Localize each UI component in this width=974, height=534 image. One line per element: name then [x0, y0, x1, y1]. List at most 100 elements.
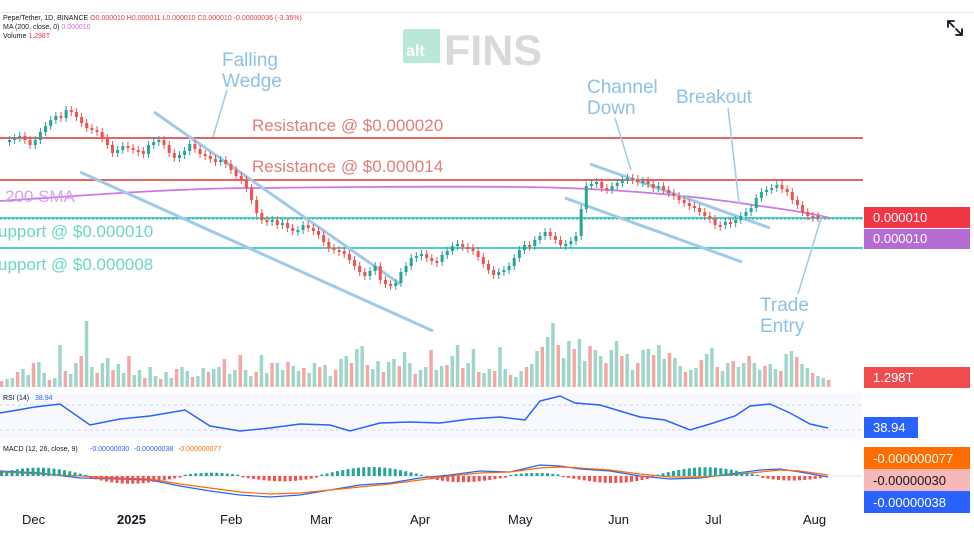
- x-label-mar: Mar: [310, 512, 333, 527]
- macd-hist-bar: [724, 468, 728, 476]
- volume-bar: [21, 369, 25, 387]
- candle-body: [765, 190, 769, 192]
- candle-body: [260, 213, 264, 220]
- volume-bar: [477, 372, 481, 387]
- candle-body: [713, 219, 717, 225]
- volume-bar: [662, 359, 666, 387]
- candle-body: [255, 200, 259, 213]
- candle-body: [414, 256, 418, 258]
- volume-bar: [333, 370, 338, 387]
- volume-bar: [275, 363, 280, 387]
- candle-body: [476, 251, 480, 257]
- x-label-may: May: [508, 512, 533, 527]
- candle-body: [404, 266, 408, 272]
- candle-body: [394, 283, 398, 286]
- macd-hist-bar: [530, 473, 534, 476]
- volume-bar: [143, 378, 147, 387]
- top-separator: [0, 12, 974, 13]
- x-label-2025: 2025: [117, 512, 146, 527]
- volume-bar: [74, 363, 78, 387]
- macd-hist-bar: [645, 476, 649, 479]
- candle-body: [584, 186, 588, 209]
- candle-body: [105, 138, 109, 145]
- macd-hist-bar: [5, 471, 9, 476]
- macd-hist-bar: [147, 476, 150, 483]
- volume-bar: [201, 368, 205, 387]
- macd-hist-bar: [168, 476, 171, 480]
- candle-body: [229, 164, 233, 170]
- macd-label: MACD (12, 26, close, 9): [3, 446, 78, 453]
- macd-hist-bar: [698, 467, 702, 476]
- macd-hist-bar: [666, 472, 670, 476]
- volume-bar: [683, 372, 688, 387]
- macd-hist-bar: [598, 476, 602, 483]
- volume-bar: [561, 358, 566, 387]
- macd-hist-bar: [304, 476, 308, 480]
- candle-body: [569, 241, 573, 244]
- macd-hist-bar: [189, 474, 192, 476]
- macd-hist-bar: [110, 476, 114, 483]
- macd-hist-bar: [63, 470, 66, 476]
- macd-hist-bar: [777, 476, 780, 480]
- volume-bar: [413, 374, 417, 387]
- candle-body: [270, 220, 274, 222]
- x-label-apr: Apr: [410, 512, 431, 527]
- candle-body: [790, 192, 794, 200]
- volume-bar: [784, 354, 788, 387]
- volume-bar: [434, 370, 439, 387]
- candle-body: [54, 116, 58, 120]
- macd-hist-bar: [446, 476, 450, 482]
- macd-hist-bar: [582, 476, 586, 481]
- volume-bar: [121, 373, 126, 387]
- volume-bar: [418, 370, 423, 387]
- candle-body: [605, 188, 609, 190]
- candle-body: [636, 179, 640, 182]
- candle-body: [59, 116, 63, 118]
- candle-body: [553, 236, 557, 240]
- candle-body: [667, 190, 671, 193]
- candle-body: [739, 216, 743, 220]
- volume-bar: [159, 379, 163, 387]
- macd-hist-bar: [94, 476, 98, 480]
- volume-badge-label: 1.298T: [873, 370, 914, 385]
- candle-body: [770, 188, 774, 190]
- volume-bar: [752, 363, 757, 387]
- expand-icon[interactable]: [946, 19, 964, 37]
- x-label-dec: Dec: [22, 512, 46, 527]
- macd-hist-bar: [493, 476, 497, 480]
- macd-hist-bar: [47, 468, 51, 476]
- candle-body: [265, 220, 269, 222]
- volume-bar: [710, 348, 714, 387]
- macd-hist-bar: [194, 473, 198, 476]
- volume-bar: [455, 345, 460, 387]
- volume-bar: [450, 356, 454, 387]
- candle-body: [559, 240, 563, 245]
- macd-hist-bar: [383, 467, 387, 476]
- macd-hist-bar: [456, 476, 460, 483]
- volume-bar: [339, 359, 343, 387]
- volume-bar: [148, 367, 152, 387]
- macd-hist-bar: [467, 476, 471, 483]
- macd-hist-bar: [519, 473, 523, 476]
- candle-body: [692, 206, 696, 208]
- volume-bar: [598, 356, 603, 387]
- macd-hist-bar: [84, 474, 87, 476]
- candle-body: [528, 245, 532, 247]
- logo-fins-text: FINS: [444, 27, 542, 75]
- macd-hist-bar: [288, 476, 292, 482]
- volume-bar: [90, 367, 94, 387]
- candle-body: [641, 181, 645, 183]
- candle-body: [116, 150, 120, 153]
- volume-bar: [95, 373, 99, 387]
- macd-hist-bar: [262, 476, 266, 481]
- volume-bar: [37, 362, 41, 387]
- volume-bar: [408, 363, 412, 387]
- candle-body: [250, 188, 254, 200]
- volume-bar: [630, 370, 635, 387]
- candle-body: [775, 185, 779, 188]
- volume-row: Volume 1.298T: [3, 32, 302, 41]
- volume-bar: [726, 363, 730, 387]
- macd-hist-bar: [420, 474, 423, 476]
- macd-line-badge: [864, 447, 970, 469]
